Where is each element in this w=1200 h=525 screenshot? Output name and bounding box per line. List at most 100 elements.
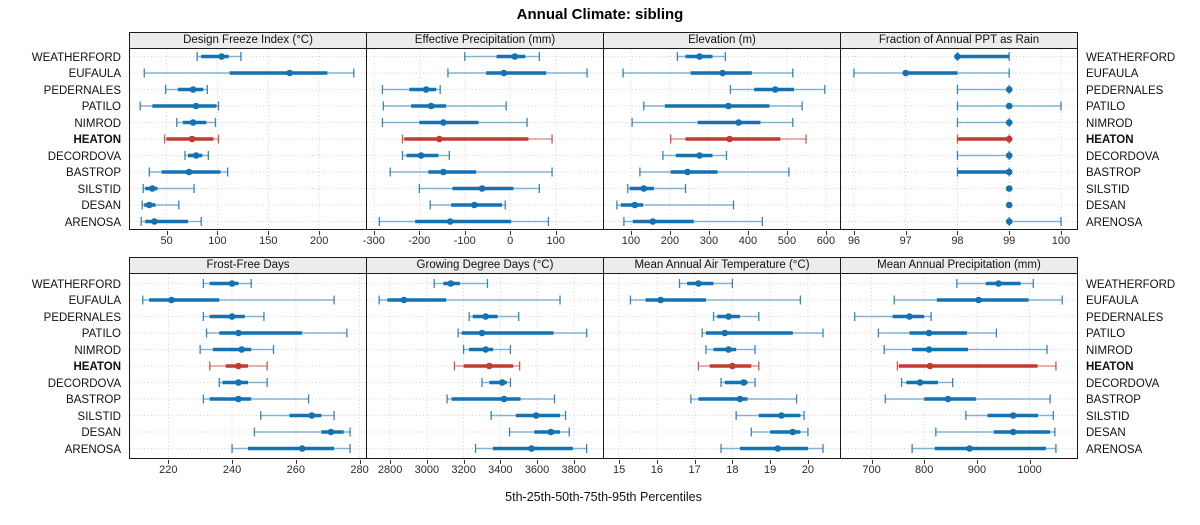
median-dot [925,329,933,337]
axis-tick [747,231,749,235]
site-label-desan: DESAN [1086,427,1126,439]
median-dot [631,201,639,209]
axis-tick [694,460,696,464]
x-axis-mean-annual-precipitation-mm: 700 800 900 1000 [840,460,1078,484]
axis-tick [669,231,671,235]
axis-tick [1029,460,1031,464]
site-label-patilo: PATILO [81,328,121,340]
site-label-patilo: PATILO [1086,101,1126,113]
median-dot [511,53,519,60]
axis-tick-label: -300 [362,235,385,247]
median-dot [696,152,703,159]
median-dot [436,135,443,143]
axis-tick-label: 50 [160,235,173,247]
median-dot [422,86,430,93]
median-dot [327,428,335,436]
site-label-heaton: HEATON [73,134,122,146]
median-dot [482,346,489,353]
percentile-row-pedernales [367,312,603,321]
percentile-row-patilo [841,101,1077,111]
axis-tick-label: 98 [951,235,964,247]
site-labels-left: WEATHERFORD EUFAULA PEDERNALES PATILO NIMROD… [0,49,129,231]
median-dot [547,428,555,436]
axis-tick [510,231,512,235]
median-dot [286,69,294,77]
axis-tick-label: -100 [453,235,476,247]
median-dot [771,86,779,93]
site-label-decordova: DECORDOVA [47,377,121,390]
median-dot [778,412,785,419]
median-dot [1005,102,1013,110]
site-label-arenosa: ARENOSA [64,216,121,229]
percentile-row-silstid [130,411,366,420]
median-dot [906,313,913,320]
axis-tick-label: 20 [801,464,815,476]
site-label-eufaula: EUFAULA [1086,295,1139,307]
axis-tick-label: 3000 [414,464,440,476]
axis-tick-label: 280 [350,464,369,476]
median-dot [471,201,478,209]
percentile-row-desan [604,427,840,437]
percentile-row-weatherford [604,279,840,288]
percentile-row-decordova [841,378,1077,387]
site-label-pedernales: PEDERNALES [1086,311,1164,324]
median-dot [1005,135,1013,143]
median-dot [740,379,748,386]
axis-tick-label: 3800 [561,464,587,476]
panel-block-top: Design Freeze Index (°C) Effective Precip… [0,32,1200,257]
percentile-row-desan [841,427,1077,437]
axis-tick [419,231,421,235]
axis-tick-label: 100 [621,235,641,247]
percentile-row-weatherford [130,52,366,61]
median-dot [1005,86,1013,93]
median-dot [1005,152,1013,159]
percentile-row-weatherford [367,279,603,288]
median-dot [995,280,1002,287]
site-label-decordova: DECORDOVA [1086,377,1160,390]
axis-tick [905,231,907,235]
percentile-row-decordova [130,151,366,160]
median-dot [725,346,732,353]
percentile-row-decordova [604,151,840,160]
site-label-bastrop: BASTROP [66,394,121,406]
median-dot [146,201,153,209]
median-dot [684,168,691,176]
site-label-patilo: PATILO [81,101,121,113]
percentile-row-decordova [841,151,1077,160]
figure-caption: 5th-25th-50th-75th-95th Percentiles [505,490,702,504]
percentile-row-nimrod [841,118,1077,127]
axis-tick-label: 17 [688,464,701,476]
median-dot [188,135,196,143]
site-label-nimrod: NIMROD [74,344,121,357]
median-dot [149,185,156,192]
median-dot [151,218,158,225]
median-dot [725,313,732,320]
median-dot [1005,218,1013,225]
percentile-row-heaton [841,134,1077,144]
median-dot [1009,412,1017,419]
percentile-row-bastrop [841,167,1077,177]
axis-tick-label: 3200 [451,464,476,476]
axis-tick [656,460,658,464]
median-dot [954,53,961,60]
median-dot [640,185,648,192]
median-dot [400,296,408,304]
percentile-row-desan [367,427,603,437]
percentile-row-silstid [367,411,603,420]
site-label-bastrop: BASTROP [1086,394,1141,406]
percentile-row-bastrop [367,394,603,404]
median-dot [235,379,242,386]
axis-tick [373,231,375,235]
percentile-row-desan [841,201,1077,209]
percentile-row-bastrop [367,167,603,177]
axis-tick [359,460,361,464]
axis-tick [232,460,234,464]
percentile-row-bastrop [604,394,840,404]
median-dot [1005,119,1013,126]
axis-tick [732,460,734,464]
percentile-row-decordova [367,151,603,160]
panel-strip-fraction-of-annual-ppt-as-rain: Fraction of Annual PPT as Rain [840,32,1078,49]
percentile-row-patilo [130,328,366,338]
axis-tick [464,231,466,235]
axis-tick-label: 97 [899,235,912,247]
